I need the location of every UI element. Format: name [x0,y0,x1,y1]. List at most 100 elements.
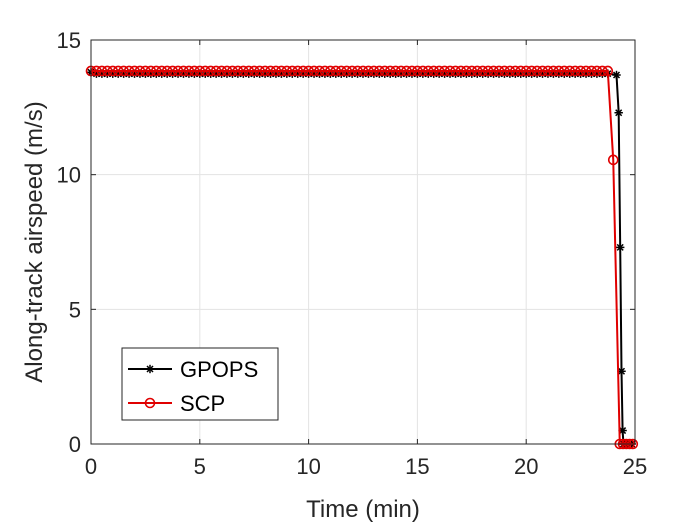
data-point-scp [243,65,255,77]
data-point-scp [531,65,543,77]
data-point-scp [178,65,189,77]
data-point-scp [319,65,331,77]
legend-box [121,347,279,421]
data-point-scp [102,65,113,77]
data-point-scp [499,65,510,77]
data-point-scp [493,65,505,77]
data-point-scp [205,65,216,77]
data-point-scp [406,65,418,77]
data-point-scp [330,65,342,77]
y-tick-label: 10 [57,163,81,188]
data-point-scp [428,65,440,77]
data-point-scp [390,65,401,77]
y-tick-label: 0 [69,432,81,457]
y-axis-label: Along-track airspeed (m/s) [21,101,48,382]
data-point-scp [450,65,461,77]
data-point-scp [259,65,271,77]
x-tick-label: 0 [85,454,97,479]
data-point-scp [363,65,374,77]
data-point-scp [384,65,396,77]
data-point-scp [150,65,162,77]
data-point-scp [352,65,363,77]
data-point-scp [461,65,472,77]
data-point-scp [515,65,527,77]
data-point-scp [374,65,385,77]
data-point-scp [580,65,592,77]
data-point-scp [477,65,488,77]
data-point-scp [112,65,124,77]
data-point-scp [123,65,135,77]
data-point-scp [276,65,287,77]
data-point-scp [455,65,467,77]
data-point-scp [597,65,608,77]
data-point-scp [281,65,293,77]
axis-ticks [90,39,636,445]
data-point-scp [335,65,347,77]
data-point-scp [238,65,249,77]
data-point-scp [172,65,184,77]
data-point-scp [156,65,168,77]
data-point-scp [439,65,450,77]
data-point-gpops [617,367,626,376]
data-point-scp [91,65,102,77]
data-point-scp [161,65,173,77]
data-point-scp [488,65,499,77]
data-point-scp [199,65,211,77]
data-point-scp [553,65,565,77]
data-point-scp [314,65,325,77]
data-point-scp [308,65,320,77]
x-axis-label: Time (min) [306,496,420,523]
data-point-scp [221,65,233,77]
data-point-scp [526,65,537,77]
data-point-scp [607,154,619,166]
data-point-scp [357,65,369,77]
data-point-scp [602,65,614,77]
data-point-scp [412,65,423,77]
x-tick-labels: 0 5 10 15 20 25 [85,454,647,479]
x-tick-label: 5 [194,454,206,479]
legend: GPOPS SCP [121,347,279,421]
data-point-scp [265,65,276,77]
data-point-scp [341,65,352,77]
data-point-scp [548,65,559,77]
data-point-scp [210,65,222,77]
legend-marker-gpops [145,364,155,374]
legend-label-scp: SCP [180,391,225,416]
data-point-scp [564,65,576,77]
y-tick-label: 5 [69,297,81,322]
data-point-scp [286,65,298,77]
data-point-scp [297,65,309,77]
series-layer [85,65,639,450]
data-point-scp [292,65,304,77]
data-point-scp [118,65,129,77]
data-point-scp [254,65,265,77]
legend-marker-scp [144,397,156,409]
data-point-scp [270,65,282,77]
x-tick-label: 20 [514,454,538,479]
data-point-scp [575,65,586,77]
legend-entries: GPOPS SCP [128,357,258,416]
data-point-scp [183,65,195,77]
data-point-scp [591,65,603,77]
data-point-scp [537,65,548,77]
data-point-scp [145,65,157,77]
data-point-scp [368,65,380,77]
data-point-scp [129,65,140,77]
x-tick-label: 10 [296,454,320,479]
data-point-gpops [614,108,623,117]
data-point-scp [401,65,412,77]
data-point-scp [134,65,146,77]
axes-box [90,39,636,445]
data-point-scp [167,65,178,77]
data-point-scp [248,65,260,77]
data-point-scp [346,65,358,77]
data-point-scp [417,65,429,77]
data-point-scp [471,65,483,77]
data-point-scp [325,65,336,77]
x-tick-label: 15 [405,454,429,479]
series-scp [85,65,639,450]
data-point-scp [189,65,200,77]
data-point-scp [510,65,521,77]
data-point-gpops [612,70,621,80]
